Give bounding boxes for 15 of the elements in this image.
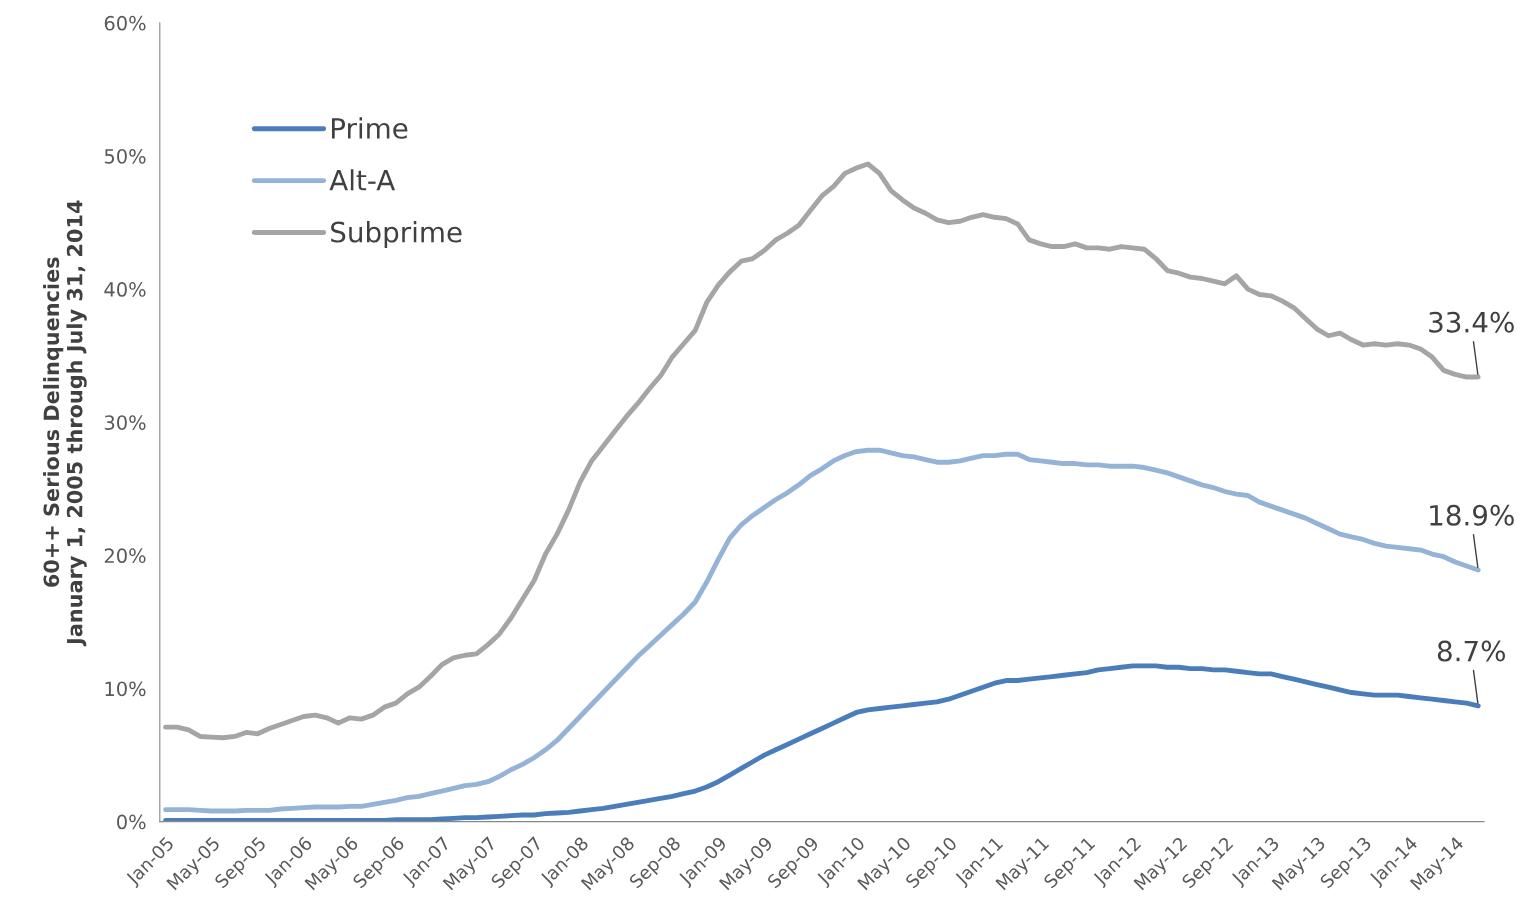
y-tick-label: 10% — [105, 681, 146, 697]
y-tick-label: 30% — [104, 415, 146, 430]
annotation: 18.9% — [1430, 504, 1514, 526]
annotation: 33.4% — [1429, 311, 1514, 333]
legend-label: Prime — [331, 117, 408, 139]
y-tick-label: 0% — [117, 814, 146, 830]
line-series — [163, 663, 1481, 822]
legend-label: Subprime — [331, 221, 462, 248]
annotation: 8.7% — [1437, 640, 1505, 662]
legend-label: Alt-A — [329, 169, 396, 191]
y-tick-label: 60% — [104, 15, 146, 31]
y-tick-label: 20% — [104, 548, 146, 564]
y-tick-label: 40% — [104, 282, 146, 297]
y-axis-title: 60++ Serious Delinquencies January 1, 2005 through July 31, 2014 — [43, 200, 87, 647]
y-tick-label: 50% — [104, 148, 146, 164]
